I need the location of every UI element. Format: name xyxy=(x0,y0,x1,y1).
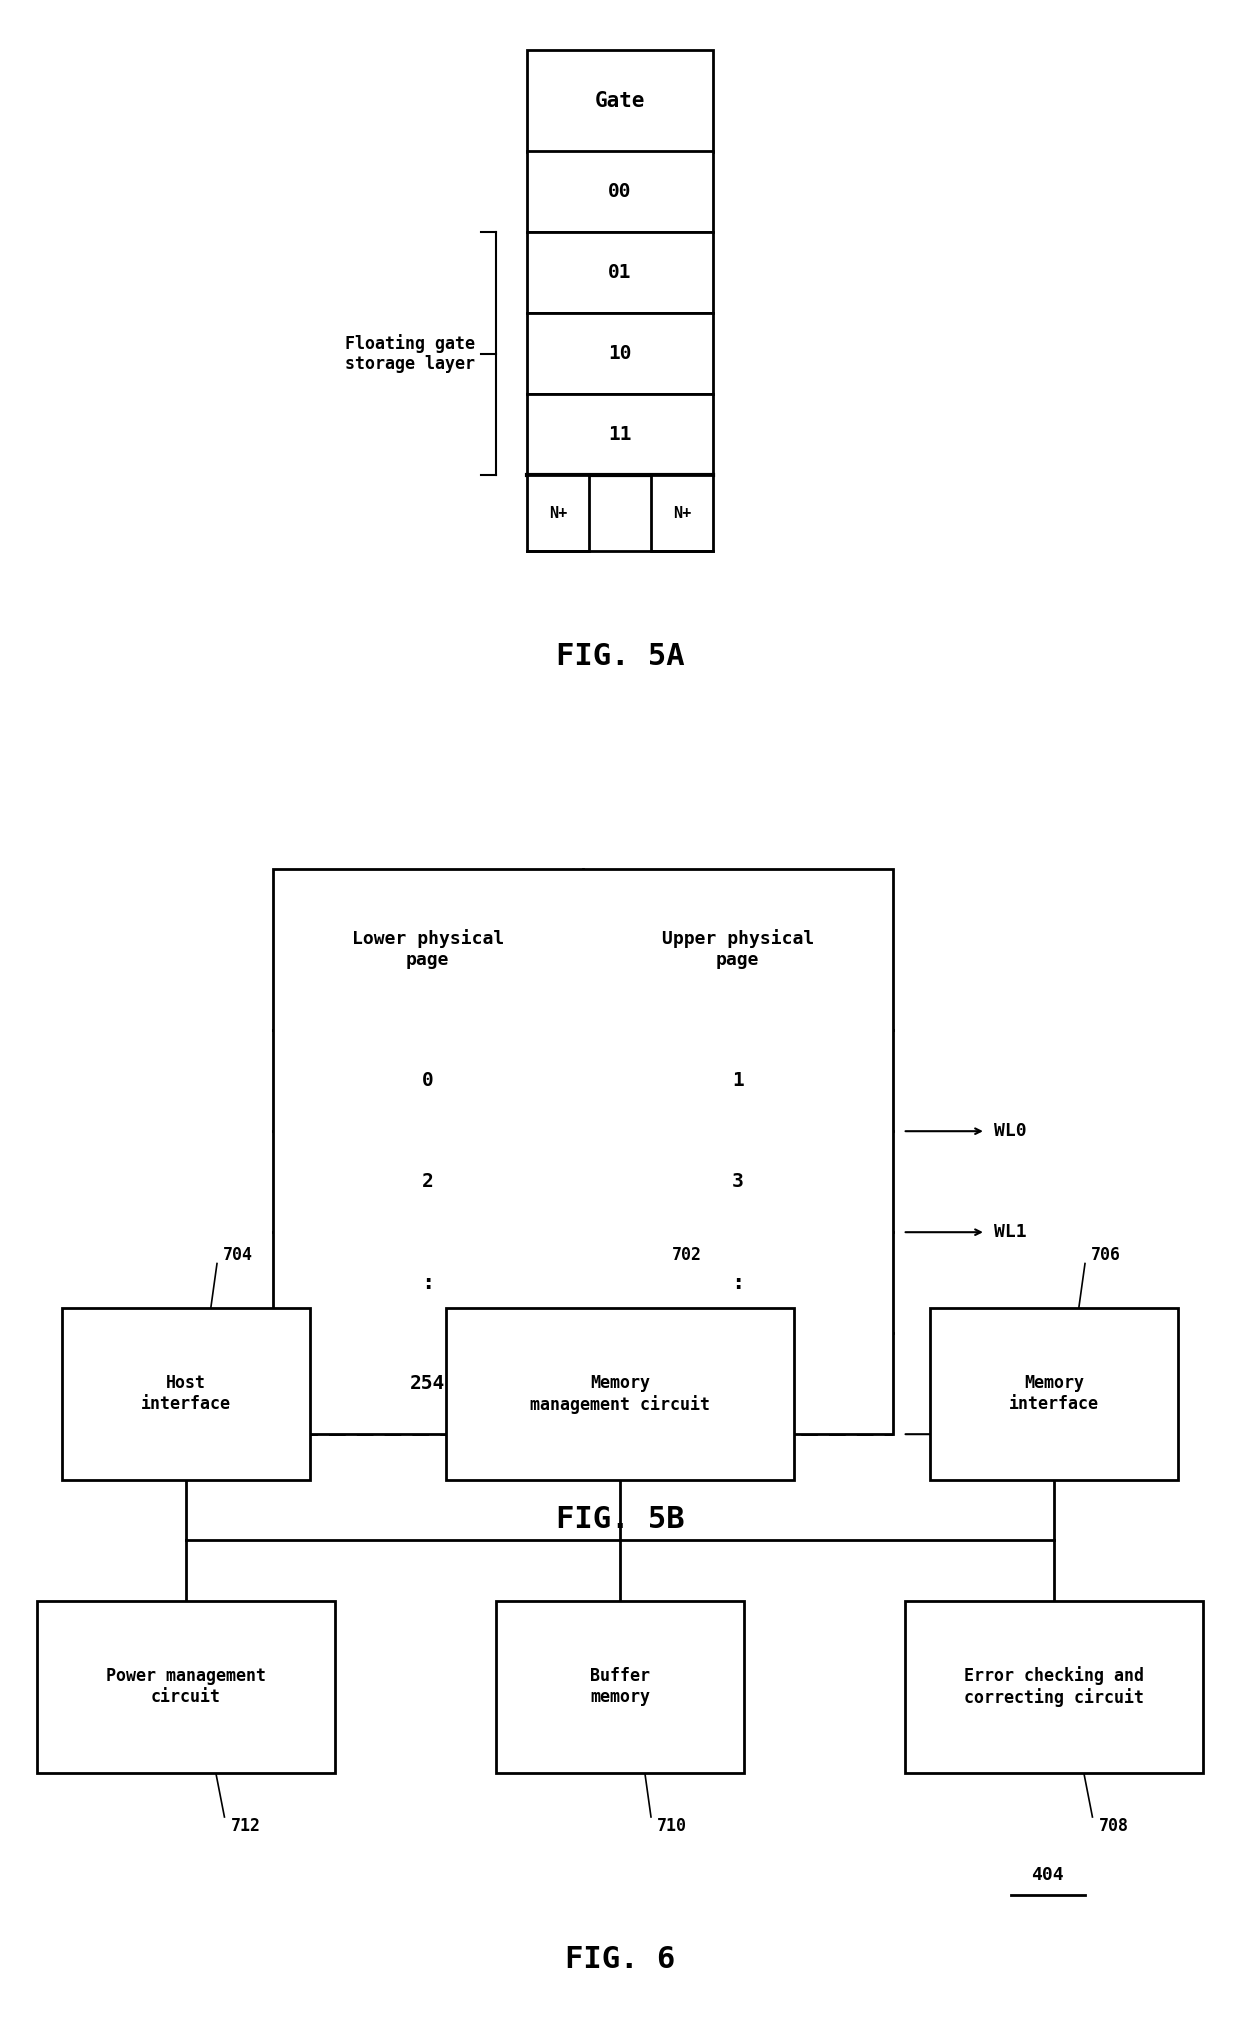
Text: Host
interface: Host interface xyxy=(141,1374,231,1414)
Bar xyxy=(527,50,713,152)
Bar xyxy=(527,152,713,232)
Text: 00: 00 xyxy=(609,182,631,202)
Text: Power management
circuit: Power management circuit xyxy=(105,1666,267,1707)
Bar xyxy=(37,1600,335,1774)
Bar xyxy=(527,475,589,551)
Text: 702: 702 xyxy=(672,1246,702,1265)
Text: Gate: Gate xyxy=(595,91,645,111)
Text: FIG. 6: FIG. 6 xyxy=(565,1945,675,1974)
Text: 11: 11 xyxy=(609,424,631,444)
Text: :: : xyxy=(732,1273,744,1293)
Text: N+: N+ xyxy=(673,505,691,521)
Text: WL0: WL0 xyxy=(994,1123,1027,1139)
Text: Memory
management circuit: Memory management circuit xyxy=(529,1374,711,1414)
Text: 10: 10 xyxy=(609,343,631,364)
Text: 1: 1 xyxy=(732,1071,744,1091)
Bar xyxy=(930,1309,1178,1479)
Text: Floating gate
storage layer: Floating gate storage layer xyxy=(345,333,475,374)
Text: 255: 255 xyxy=(720,1374,755,1394)
Text: 0: 0 xyxy=(422,1071,434,1091)
Text: 704: 704 xyxy=(223,1246,253,1265)
Text: 2: 2 xyxy=(422,1172,434,1192)
Bar xyxy=(651,475,713,551)
Text: Error checking and
correcting circuit: Error checking and correcting circuit xyxy=(963,1666,1145,1707)
Text: Buffer
memory: Buffer memory xyxy=(590,1666,650,1707)
Text: WL127: WL127 xyxy=(994,1426,1049,1442)
Bar xyxy=(527,232,713,313)
Text: 404: 404 xyxy=(1032,1866,1064,1883)
Text: 254: 254 xyxy=(410,1374,445,1394)
Text: Lower physical
page: Lower physical page xyxy=(352,929,503,970)
Text: Upper physical
page: Upper physical page xyxy=(662,929,813,970)
Text: 706: 706 xyxy=(1091,1246,1121,1265)
Text: FIG. 5B: FIG. 5B xyxy=(556,1505,684,1533)
Bar xyxy=(527,313,713,394)
Bar xyxy=(62,1309,310,1479)
Text: 710: 710 xyxy=(657,1818,687,1834)
Text: 708: 708 xyxy=(1099,1818,1128,1834)
Bar xyxy=(446,1309,794,1479)
Bar xyxy=(496,1600,744,1774)
Text: 712: 712 xyxy=(231,1818,260,1834)
Bar xyxy=(905,1600,1203,1774)
Text: WL1: WL1 xyxy=(994,1224,1027,1240)
Text: 3: 3 xyxy=(732,1172,744,1192)
Text: Memory
interface: Memory interface xyxy=(1009,1374,1099,1414)
Text: 01: 01 xyxy=(609,263,631,283)
Text: N+: N+ xyxy=(549,505,567,521)
Text: :: : xyxy=(422,1273,434,1293)
Text: FIG. 5A: FIG. 5A xyxy=(556,642,684,671)
Bar xyxy=(527,394,713,475)
Bar xyxy=(273,869,893,1434)
